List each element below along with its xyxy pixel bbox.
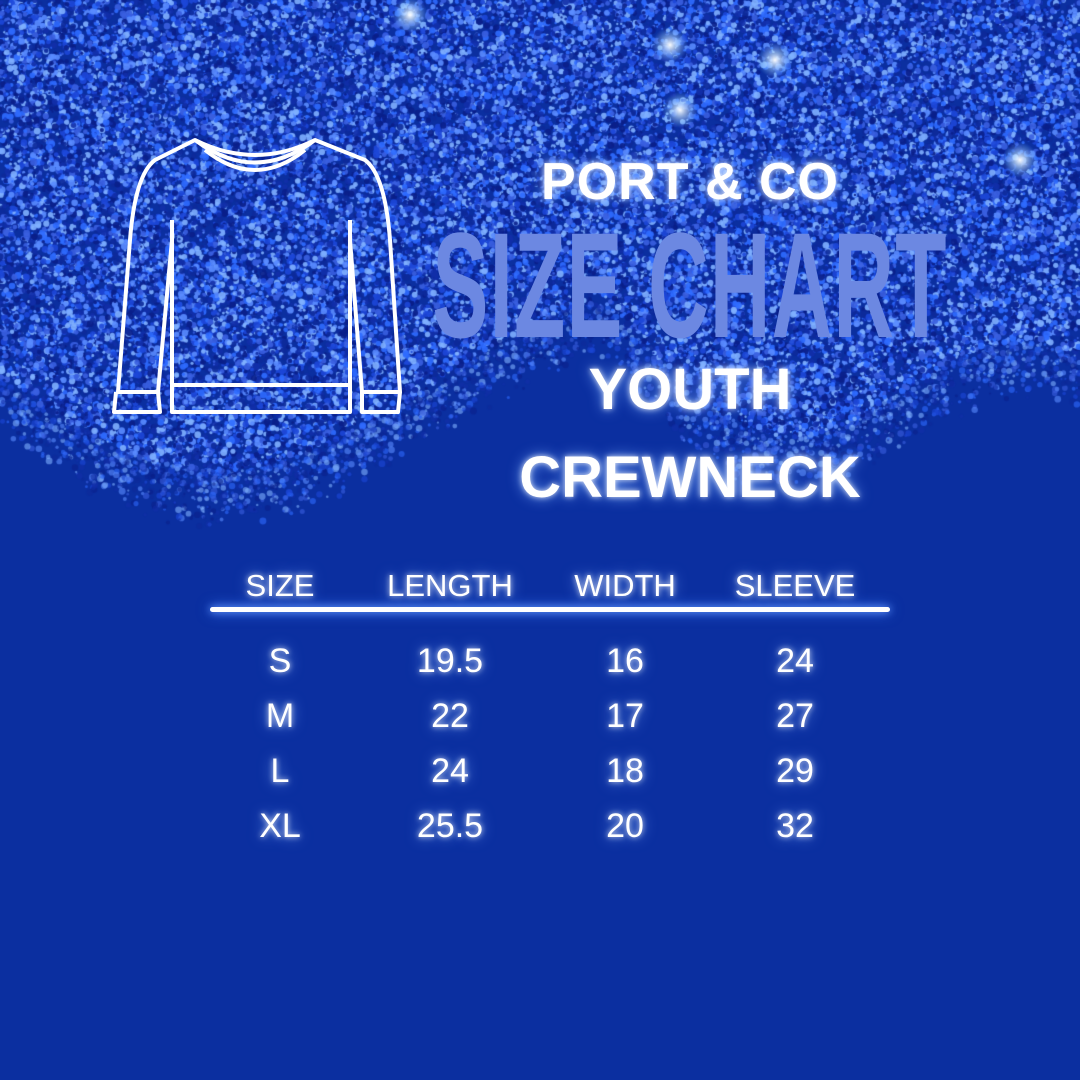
crewneck-sweater-icon [112, 138, 402, 414]
cell-sleeve: 24 [776, 642, 814, 680]
cell-width: 18 [606, 752, 644, 790]
cell-width: 17 [606, 697, 644, 735]
page-title: SIZE CHART [432, 201, 948, 369]
cell-size: S [268, 642, 292, 680]
header-width: WIDTH [574, 568, 676, 603]
brand-name: PORT & CO [541, 153, 839, 211]
cell-width: 16 [606, 642, 644, 680]
cell-sleeve: 27 [776, 697, 814, 735]
cell-sleeve: 29 [776, 752, 814, 790]
header-sleeve: SLEEVE [734, 568, 856, 603]
cell-length: 19.5 [416, 642, 484, 680]
header-length: LENGTH [387, 568, 513, 603]
table-row: S 19.5 16 24 [210, 634, 890, 689]
header-size: SIZE [245, 568, 315, 603]
table-row: XL 25.5 20 32 [210, 799, 890, 854]
cell-size: XL [259, 807, 301, 845]
table-row: L 24 18 29 [210, 744, 890, 799]
cell-size: L [270, 752, 290, 790]
subtitle-youth: YOUTH [588, 357, 792, 422]
table-row: M 22 17 27 [210, 689, 890, 744]
table-header: SIZE LENGTH WIDTH SLEEVE [210, 565, 890, 607]
header-divider [210, 607, 890, 612]
cell-length: 22 [431, 697, 469, 735]
cell-length: 24 [431, 752, 469, 790]
size-table: SIZE LENGTH WIDTH SLEEVE S 19.5 16 24 M … [210, 565, 890, 854]
cell-size: M [265, 697, 295, 735]
subtitle-crewneck: CREWNECK [519, 445, 861, 510]
cell-width: 20 [606, 807, 644, 845]
cell-sleeve: 32 [776, 807, 814, 845]
cell-length: 25.5 [416, 807, 484, 845]
